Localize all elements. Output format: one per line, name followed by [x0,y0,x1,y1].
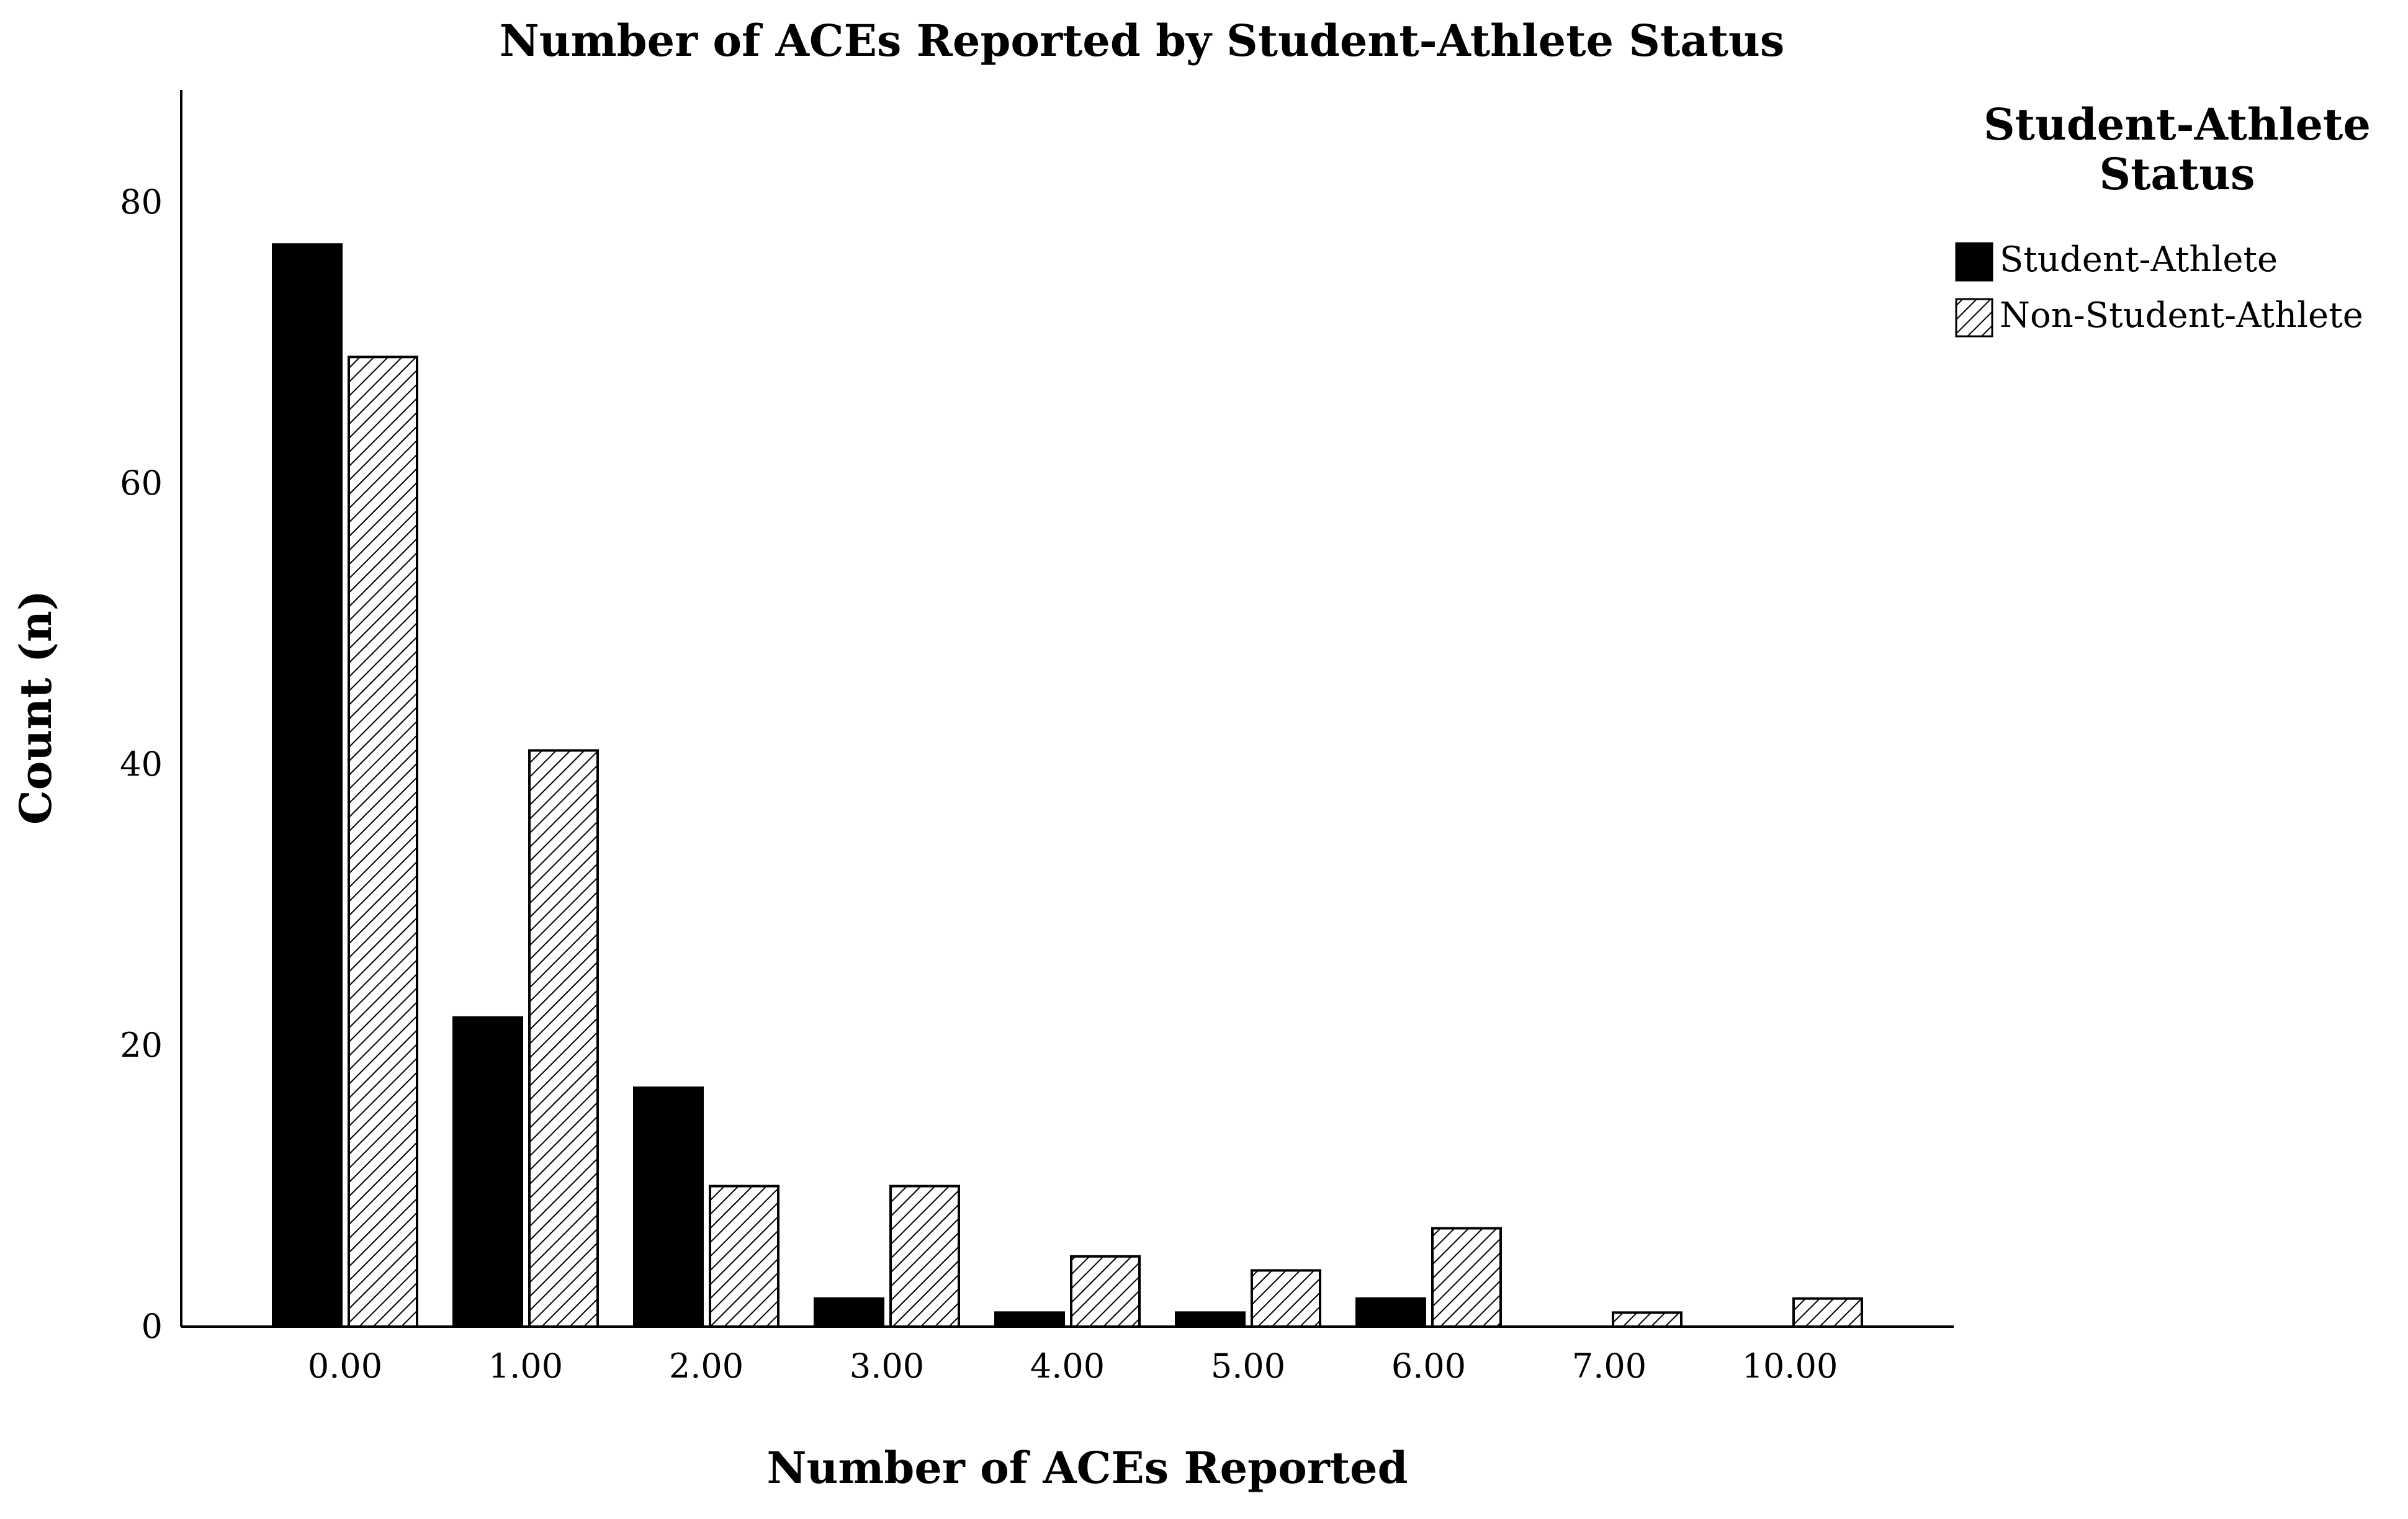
bar-non-student-athlete-4 [1070,1255,1141,1328]
bar-student-athlete-1 [452,1016,523,1328]
y-tick-label: 60 [120,464,163,503]
legend: Student-Athlete Status Student-Athlete N… [1955,99,2371,338]
x-tick-label: 6.00 [1391,1346,1466,1386]
bar-student-athlete-3 [814,1297,884,1329]
y-tick-label: 0 [142,1307,163,1346]
bar-non-student-athlete-2 [709,1185,779,1328]
legend-title-line1: Student-Athlete [1983,99,2371,150]
bar-student-athlete-0 [272,243,343,1328]
y-tick-label: 20 [120,1026,163,1065]
bar-student-athlete-2 [633,1086,704,1328]
x-tick-label: 2.00 [669,1346,744,1386]
chart-title: Number of ACEs Reported by Student-Athle… [500,15,1785,66]
x-tick-label: 4.00 [1030,1346,1105,1386]
bar-non-student-athlete-8 [1792,1297,1863,1329]
y-tick-label: 80 [120,182,163,222]
bar-student-athlete-5 [1175,1311,1246,1329]
bar-non-student-athlete-0 [348,356,418,1329]
bars [272,243,1863,1329]
bar-non-student-athlete-5 [1251,1269,1321,1328]
bar-non-student-athlete-1 [528,749,599,1329]
x-tick-label: 1.00 [488,1346,563,1386]
x-tick-label: 5.00 [1211,1346,1285,1386]
x-tick-label: 7.00 [1572,1346,1647,1386]
legend-title-line2: Status [2100,148,2255,200]
x-tick-label: 10.00 [1742,1346,1838,1386]
bar-student-athlete-4 [994,1311,1065,1329]
x-tick-label: 0.00 [308,1346,382,1386]
legend-swatch-non-student-athlete [1955,298,1993,338]
bar-non-student-athlete-7 [1612,1311,1682,1329]
x-axis-ticks: 0.00 1.00 2.00 3.00 4.00 5.00 6.00 7.00 10.00 [308,1346,1838,1386]
y-axis-title: Count (n) [10,590,61,825]
x-tick-label: 3.00 [850,1346,924,1386]
legend-label-student-athlete: Student-Athlete [2000,240,2278,280]
y-axis-ticks: 0 20 40 60 80 [120,182,163,1346]
legend-label-non-student-athlete: Non-Student-Athlete [2000,295,2363,336]
y-tick-label: 40 [120,745,163,784]
bar-non-student-athlete-3 [889,1185,960,1328]
legend-swatch-student-athlete [1955,242,1993,282]
bar-student-athlete-6 [1355,1297,1426,1329]
bar-non-student-athlete-6 [1431,1227,1502,1329]
x-axis-title: Number of ACEs Reported [766,1442,1408,1494]
